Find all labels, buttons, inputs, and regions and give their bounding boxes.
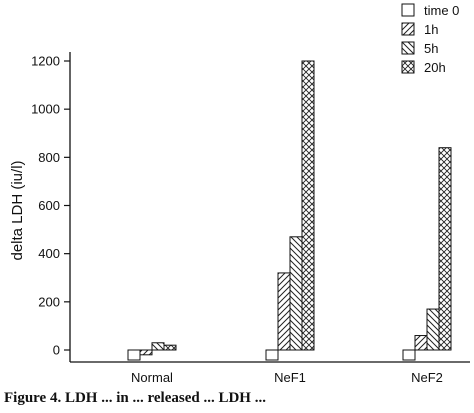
y-tick-label: 1200 <box>31 54 60 69</box>
bar-nef1-5h <box>289 236 303 351</box>
legend-label: 20h <box>424 60 446 75</box>
y-tick-label: 400 <box>38 246 60 261</box>
legend: time 0 1h 5h 20h <box>401 3 459 75</box>
y-ticks: 0 200 400 600 800 1000 1200 <box>31 54 70 358</box>
y-tick-label: 800 <box>38 150 60 165</box>
bar-nef1-1h <box>277 272 291 351</box>
category-labels: Normal NeF1 NeF2 <box>131 370 443 385</box>
figure-caption: Figure 4. LDH ... in ... released ... LD… <box>4 390 266 406</box>
legend-label: 5h <box>424 41 438 56</box>
bar-nef2-20h <box>438 147 452 351</box>
bar-normal-1h <box>139 349 153 356</box>
bars <box>127 60 452 361</box>
legend-swatch <box>401 60 415 74</box>
y-axis-title: delta LDH (iu/l) <box>9 160 26 260</box>
y-tick-label: 600 <box>38 198 60 213</box>
legend-swatch <box>401 41 415 55</box>
bar-normal-20h <box>163 344 177 351</box>
legend-label: time 0 <box>424 3 459 18</box>
legend-swatch <box>401 3 415 17</box>
y-tick-label: 0 <box>53 343 60 358</box>
bar-nef2-1h <box>414 335 428 351</box>
bar-nef1-20h <box>301 60 315 351</box>
bar-normal-time-0 <box>127 349 141 361</box>
bar-nef1-time-0 <box>265 349 279 361</box>
legend-label: 1h <box>424 22 438 37</box>
y-tick-label: 1000 <box>31 102 60 117</box>
category-label: Normal <box>131 370 173 385</box>
bar-nef2-time-0 <box>402 349 416 361</box>
bar-normal-5h <box>151 342 165 351</box>
category-label: NeF2 <box>411 370 443 385</box>
category-label: NeF1 <box>274 370 306 385</box>
y-tick-label: 200 <box>38 294 60 309</box>
bar-nef2-5h <box>426 308 440 351</box>
legend-swatch <box>401 22 415 36</box>
